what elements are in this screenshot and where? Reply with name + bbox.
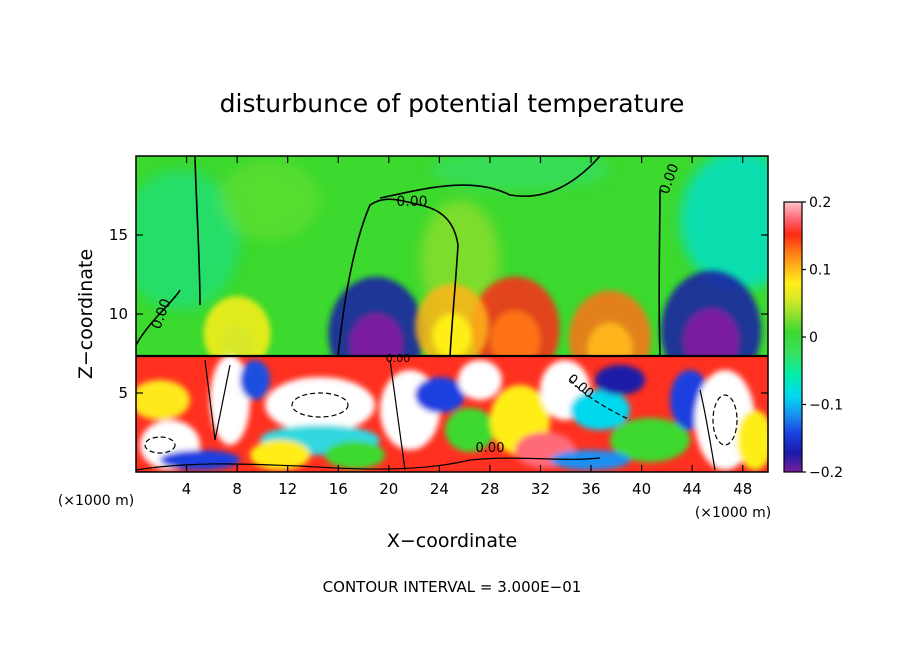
x-tick-label: 48: [733, 480, 752, 498]
contour-label: 0.00: [476, 441, 505, 456]
y-tick-label: 15: [109, 226, 128, 244]
x-tick-label: 28: [480, 480, 499, 498]
contour-label: 0.00: [386, 352, 411, 365]
upper-field: [136, 156, 768, 320]
y-tick-label: 5: [118, 384, 128, 402]
lower-field: [136, 355, 768, 472]
colorbar-tick-label: −0.2: [809, 465, 843, 481]
x-tick-label: 4: [182, 480, 192, 498]
x-unit-right: (×1000 m): [695, 505, 771, 521]
x-tick-label: 8: [232, 480, 242, 498]
anomaly-cell: [203, 296, 271, 372]
colorbar: 0.2 0.1 0 −0.1 −0.2: [783, 195, 843, 481]
colorbar-ticks: 0.2 0.1 0 −0.1 −0.2: [802, 195, 843, 481]
colorbar-tick-label: 0.2: [809, 195, 831, 211]
x-tick-label: 40: [632, 480, 651, 498]
contour-label: 0.00: [396, 194, 427, 210]
x-tick-label: 16: [329, 480, 348, 498]
y-axis-label: Z−coordinate: [75, 249, 97, 379]
colorbar-scale: [783, 201, 803, 473]
x-tick-label: 24: [430, 480, 449, 498]
plot-area: [136, 156, 768, 472]
dashed-contours: [144, 379, 738, 454]
solid-contours: [136, 359, 716, 471]
x-tick-label: 44: [683, 480, 702, 498]
y-axis: 5 10 15: [109, 226, 768, 402]
chart-title: disturbunce of potential temperature: [220, 89, 685, 118]
x-tick-label: 12: [278, 480, 297, 498]
colorbar-tick-label: −0.1: [809, 398, 843, 414]
x-tick-label: 32: [531, 480, 550, 498]
x-axis: 4 8 12 16 20 24 28 32 36 40 44 48: [182, 156, 752, 498]
colorbar-tick-label: 0.1: [809, 263, 831, 279]
x-tick-label: 36: [581, 480, 600, 498]
anomaly-core: [490, 311, 540, 368]
zero-contours: [136, 156, 768, 358]
anomaly-core: [219, 323, 255, 364]
x-axis-label: X−coordinate: [387, 530, 517, 552]
colorbar-tick-label: 0: [809, 330, 818, 346]
y-tick-label: 10: [109, 305, 128, 323]
contour-interval-note: CONTOUR INTERVAL = 3.000E−01: [323, 578, 582, 596]
x-tick-label: 20: [379, 480, 398, 498]
x-unit-left: (×1000 m): [58, 493, 134, 509]
